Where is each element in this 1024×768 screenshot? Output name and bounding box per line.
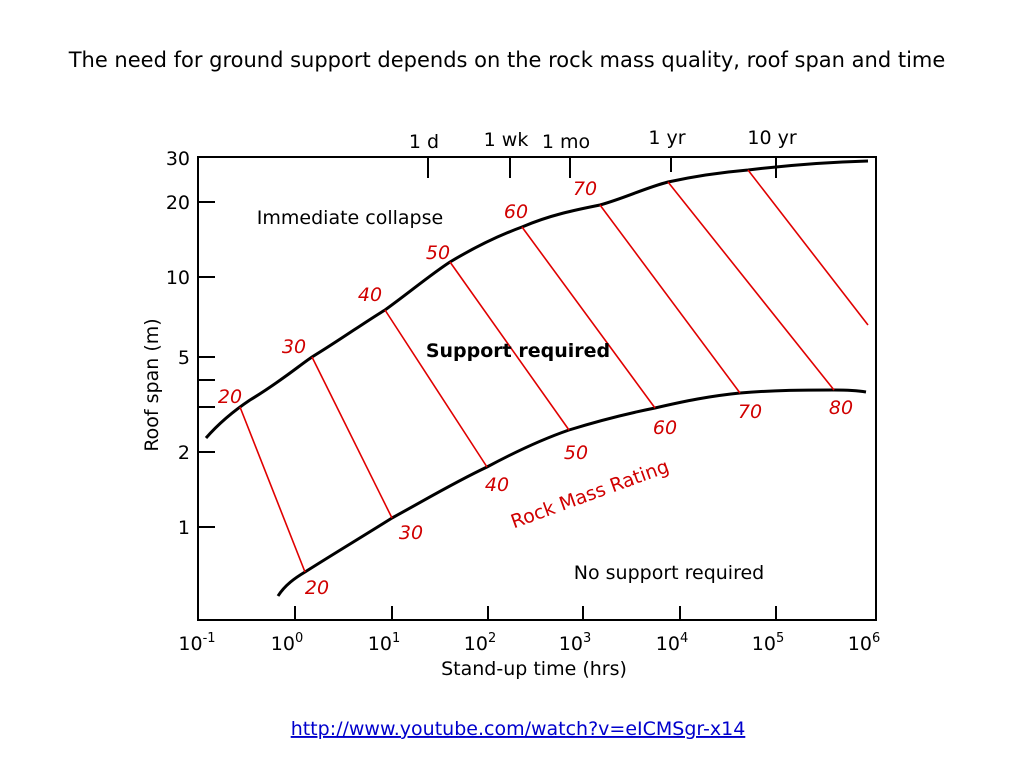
rmr-label: 70 bbox=[573, 178, 597, 200]
region-label: Immediate collapse bbox=[257, 207, 443, 229]
y-tick-label: 2 bbox=[178, 442, 190, 464]
rmr-title: Rock Mass Rating bbox=[508, 456, 672, 534]
rmr-label: 50 bbox=[564, 442, 588, 464]
x-tick-label: 106 bbox=[848, 631, 880, 655]
tick-base: 10 bbox=[656, 633, 680, 655]
tick-base: 10 bbox=[368, 633, 392, 655]
rmr-line bbox=[239, 406, 306, 573]
x-tick-label: 105 bbox=[752, 631, 784, 655]
y-tick-label: 5 bbox=[178, 347, 190, 369]
rmr-label: 20 bbox=[218, 386, 242, 408]
rmr-line bbox=[384, 309, 488, 468]
x-tick-label: 103 bbox=[559, 631, 591, 655]
tick-base: 10 bbox=[464, 633, 488, 655]
region-label: Support required bbox=[426, 340, 610, 362]
rmr-line bbox=[747, 169, 869, 326]
tick-base: 10 bbox=[178, 633, 202, 655]
time-label: 1 d bbox=[409, 131, 439, 153]
time-label: 1 mo bbox=[542, 131, 590, 153]
source-link[interactable]: http://www.youtube.com/watch?v=eICMSgr-x… bbox=[291, 718, 746, 740]
y-tick-label: 30 bbox=[166, 148, 190, 170]
x-tick-label: 100 bbox=[271, 631, 303, 655]
rmr-label: 60 bbox=[653, 417, 677, 439]
x-axis-label: Stand-up time (hrs) bbox=[441, 658, 627, 680]
rmr-label: 40 bbox=[485, 474, 509, 496]
x-tick-label: 10-1 bbox=[178, 631, 215, 655]
tick-base: 10 bbox=[559, 633, 583, 655]
rmr-label: 20 bbox=[305, 577, 329, 599]
rmr-label: 60 bbox=[504, 201, 528, 223]
y-tick-label: 1 bbox=[178, 517, 190, 539]
y-tick-label: 10 bbox=[166, 267, 190, 289]
time-ticks: 1 d 1 wk 1 mo 1 yr 10 yr bbox=[409, 127, 797, 178]
plot-frame bbox=[197, 156, 877, 621]
time-label: 10 yr bbox=[747, 127, 796, 149]
tick-exp: 5 bbox=[776, 631, 784, 646]
x-tick-label: 101 bbox=[368, 631, 400, 655]
y-tick-labels: 30 20 10 5 2 1 bbox=[166, 148, 190, 539]
tick-exp: -1 bbox=[203, 631, 216, 646]
tick-exp: 1 bbox=[392, 631, 400, 646]
rmr-label: 30 bbox=[282, 336, 306, 358]
rmr-label: 70 bbox=[738, 401, 762, 423]
tick-base: 10 bbox=[848, 633, 872, 655]
rmr-line bbox=[311, 356, 393, 519]
rmr-label: 40 bbox=[358, 284, 382, 306]
time-label: 1 wk bbox=[484, 129, 529, 151]
x-tick-label: 104 bbox=[656, 631, 688, 655]
tick-exp: 2 bbox=[488, 631, 496, 646]
tick-exp: 0 bbox=[295, 631, 303, 646]
rmr-line bbox=[667, 181, 835, 391]
rmr-labels: 20 30 40 50 60 70 20 30 40 50 60 70 80 R… bbox=[218, 178, 853, 599]
time-label: 1 yr bbox=[648, 127, 685, 149]
y-tick-label: 20 bbox=[166, 192, 190, 214]
rmr-label: 50 bbox=[426, 242, 450, 264]
region-label: No support required bbox=[574, 562, 764, 584]
tick-exp: 3 bbox=[583, 631, 591, 646]
rmr-line bbox=[521, 226, 656, 409]
rmr-label: 80 bbox=[829, 397, 853, 419]
y-ticks bbox=[198, 156, 274, 528]
rmr-line bbox=[599, 204, 741, 394]
tick-exp: 4 bbox=[680, 631, 688, 646]
rmr-line bbox=[449, 261, 570, 431]
rmr-label: 30 bbox=[399, 522, 423, 544]
tick-base: 10 bbox=[752, 633, 776, 655]
tick-exp: 6 bbox=[872, 631, 880, 646]
tick-base: 10 bbox=[271, 633, 295, 655]
upper-curve bbox=[204, 159, 869, 439]
x-tick-label: 102 bbox=[464, 631, 496, 655]
rmr-lines bbox=[239, 169, 869, 573]
slide-title: The need for ground support depends on t… bbox=[68, 48, 946, 72]
y-axis-label: Roof span (m) bbox=[141, 318, 163, 451]
x-ticks: 10-1 100 101 102 103 104 105 106 bbox=[178, 606, 880, 655]
